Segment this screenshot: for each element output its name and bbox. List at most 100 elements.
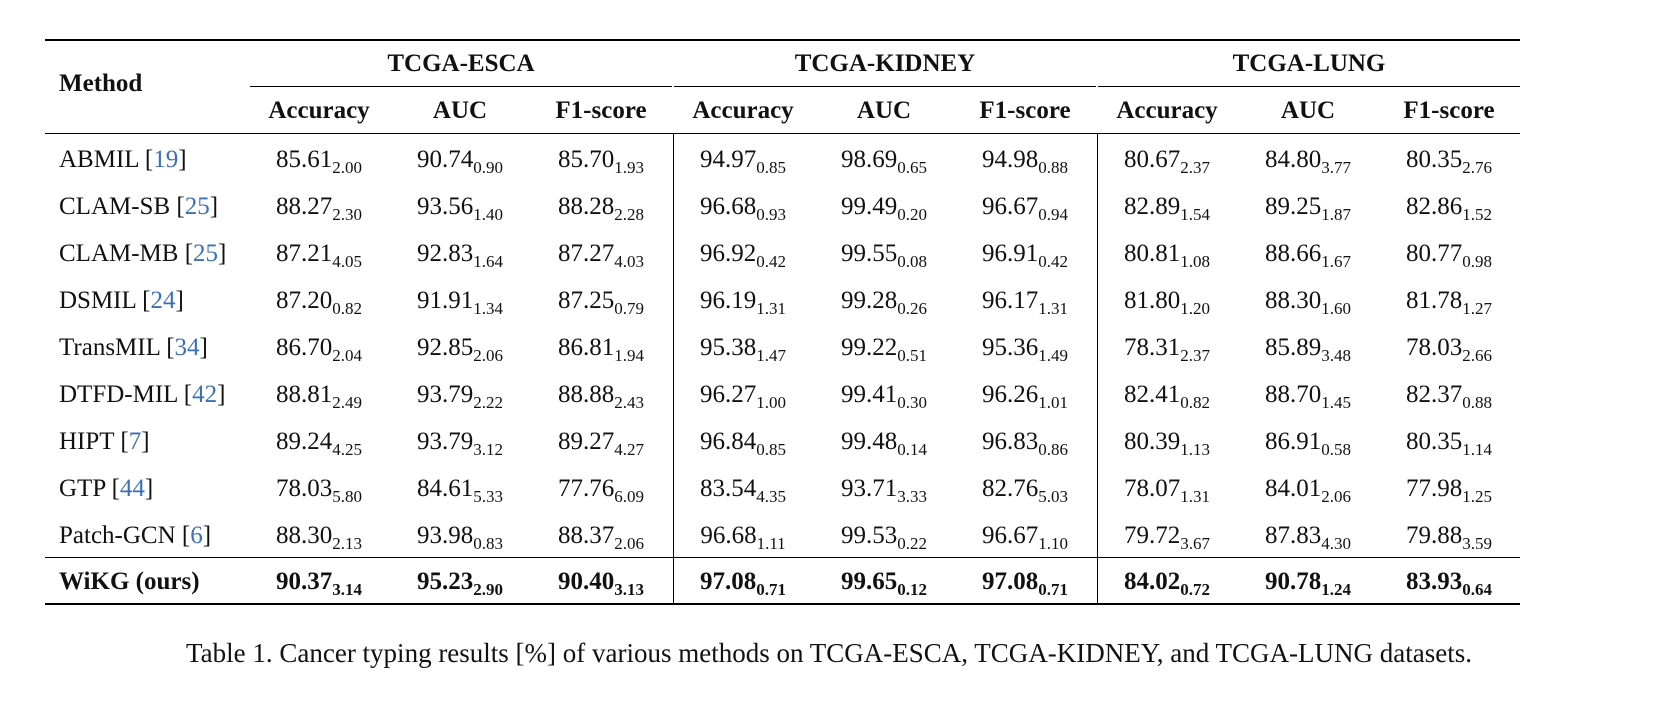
value-cell: 97.080.71 [673, 558, 814, 606]
std-value: 3.77 [1321, 158, 1351, 177]
std-value: 0.14 [897, 440, 927, 459]
citation-link[interactable]: 6 [190, 522, 203, 549]
mean-value: 99.41 [841, 381, 898, 408]
method-name: CLAM-MB [59, 240, 179, 267]
mean-value: 90.40 [558, 568, 615, 595]
mean-value: 83.93 [1406, 568, 1463, 595]
mean-value: 85.61 [276, 146, 333, 173]
std-value: 0.98 [1462, 252, 1492, 271]
value-cell: 96.920.42 [673, 230, 814, 278]
std-value: 1.24 [1321, 580, 1351, 599]
value-cell: 96.910.42 [955, 230, 1096, 278]
value-cell: 96.840.85 [673, 418, 814, 466]
std-value: 2.43 [614, 393, 644, 412]
value-cell: 84.012.06 [1238, 465, 1379, 513]
std-value: 1.87 [1321, 205, 1351, 224]
std-value: 1.14 [1462, 440, 1492, 459]
std-value: 0.93 [756, 205, 786, 224]
value-cell: 96.671.10 [955, 512, 1096, 560]
mean-value: 79.88 [1406, 522, 1463, 549]
std-value: 1.52 [1462, 205, 1492, 224]
citation-link[interactable]: 19 [153, 146, 179, 173]
std-value: 2.13 [332, 534, 362, 553]
std-value: 0.20 [897, 205, 927, 224]
std-value: 5.03 [1038, 487, 1068, 506]
value-cell: 83.544.35 [673, 465, 814, 513]
top-rule [45, 39, 1520, 41]
citation-link[interactable]: 42 [192, 381, 218, 408]
value-cell: 88.882.43 [531, 371, 672, 419]
metric-header: AUC [1280, 97, 1336, 124]
std-value: 1.27 [1462, 299, 1492, 318]
method-name: ABMIL [59, 146, 139, 173]
std-value: 1.31 [1038, 299, 1068, 318]
std-value: 6.09 [614, 487, 644, 506]
mean-value: 81.80 [1124, 287, 1181, 314]
std-value: 5.33 [473, 487, 503, 506]
std-value: 0.90 [473, 158, 503, 177]
mean-value: 95.38 [700, 334, 757, 361]
std-value: 0.08 [897, 252, 927, 271]
std-value: 1.25 [1462, 487, 1492, 506]
metric-header: F1-score [1403, 97, 1495, 124]
value-cell: 80.672.37 [1097, 136, 1238, 184]
std-value: 0.64 [1462, 580, 1492, 599]
value-cell: 87.214.05 [249, 230, 390, 278]
value-cell: 96.261.01 [955, 371, 1096, 419]
mean-value: 88.27 [276, 193, 333, 220]
std-value: 1.60 [1321, 299, 1351, 318]
mean-value: 86.70 [276, 334, 333, 361]
value-cell: 90.781.24 [1238, 558, 1379, 606]
group-underline-esca [250, 86, 672, 87]
value-cell: 87.200.82 [249, 277, 390, 325]
value-cell: 96.191.31 [673, 277, 814, 325]
citation-link[interactable]: 24 [150, 287, 176, 314]
std-value: 1.94 [614, 346, 644, 365]
metric-header: Accuracy [268, 97, 370, 124]
value-cell: 82.861.52 [1379, 183, 1520, 231]
mean-value: 90.74 [417, 146, 474, 173]
ours-rule [45, 557, 1520, 558]
std-value: 1.20 [1180, 299, 1210, 318]
value-cell: 96.681.11 [673, 512, 814, 560]
value-cell: 88.301.60 [1238, 277, 1379, 325]
value-cell: 87.250.79 [531, 277, 672, 325]
group-header-lung: TCGA-LUNG [1232, 50, 1386, 77]
mean-value: 84.61 [417, 475, 474, 502]
std-value: 0.85 [756, 158, 786, 177]
std-value: 1.45 [1321, 393, 1351, 412]
citation-link[interactable]: 25 [184, 193, 210, 220]
value-cell: 93.793.12 [390, 418, 531, 466]
citation-link[interactable]: 25 [193, 240, 219, 267]
std-value: 1.31 [1180, 487, 1210, 506]
mean-value: 95.36 [982, 334, 1039, 361]
value-cell: 96.171.31 [955, 277, 1096, 325]
std-value: 1.31 [756, 299, 786, 318]
citation-link[interactable]: 7 [128, 428, 142, 455]
mean-value: 98.69 [841, 146, 898, 173]
mean-value: 99.53 [841, 522, 898, 549]
std-value: 3.67 [1180, 534, 1210, 553]
std-value: 2.30 [332, 205, 362, 224]
method-cell: ABMIL [19] [59, 146, 187, 173]
mean-value: 80.77 [1406, 240, 1463, 267]
mean-value: 77.98 [1406, 475, 1463, 502]
std-value: 2.37 [1180, 158, 1210, 177]
mean-value: 96.26 [982, 381, 1039, 408]
method-cell: Patch-GCN [6] [59, 522, 212, 549]
value-cell: 90.740.90 [390, 136, 531, 184]
citation-link[interactable]: 34 [174, 334, 200, 361]
header-rule [45, 133, 1520, 134]
value-cell: 91.911.34 [390, 277, 531, 325]
std-value: 1.54 [1180, 205, 1210, 224]
std-value: 1.13 [1180, 440, 1210, 459]
mean-value: 91.91 [417, 287, 474, 314]
value-cell: 90.373.14 [249, 558, 390, 606]
mean-value: 84.80 [1265, 146, 1322, 173]
mean-value: 97.08 [700, 568, 757, 595]
citation-link[interactable]: 44 [119, 475, 145, 502]
value-cell: 78.071.31 [1097, 465, 1238, 513]
mean-value: 79.72 [1124, 522, 1181, 549]
mean-value: 88.30 [1265, 287, 1322, 314]
value-cell: 88.302.13 [249, 512, 390, 560]
